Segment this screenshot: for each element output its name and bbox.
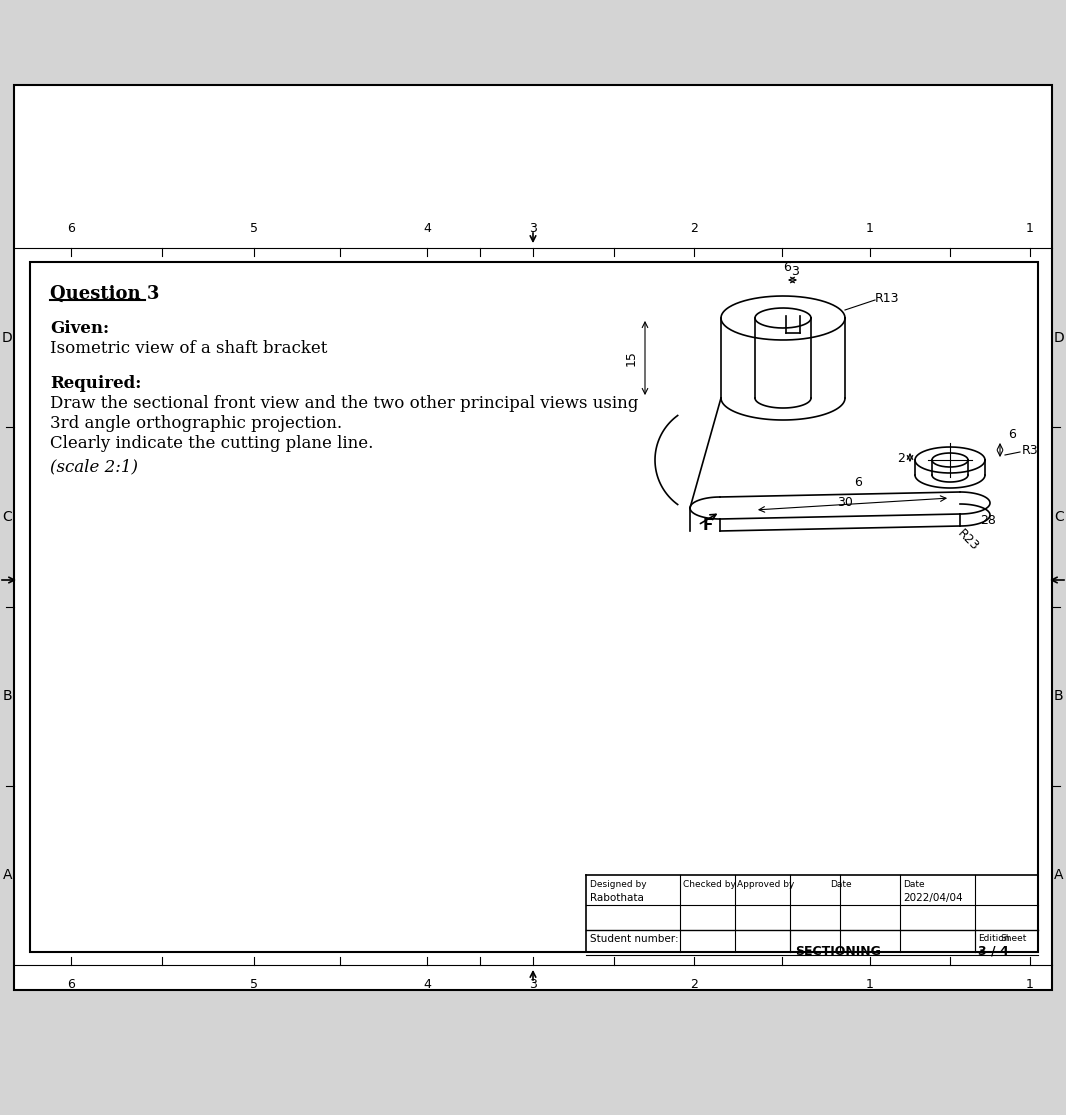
Text: B: B (1054, 689, 1064, 704)
Text: 6: 6 (784, 261, 791, 274)
Text: (scale 2:1): (scale 2:1) (50, 458, 138, 475)
Text: Date: Date (903, 880, 924, 889)
Text: Isometric view of a shaft bracket: Isometric view of a shaft bracket (50, 340, 327, 357)
Text: SECTIONING: SECTIONING (795, 946, 881, 958)
Text: Required:: Required: (50, 375, 142, 392)
Polygon shape (14, 85, 1052, 990)
Text: Student number:: Student number: (589, 934, 679, 944)
Text: 6: 6 (67, 978, 75, 991)
Text: 2: 2 (690, 222, 698, 235)
Text: 1: 1 (866, 978, 874, 991)
Text: R3: R3 (1022, 444, 1038, 456)
Text: 2: 2 (690, 978, 698, 991)
Text: D: D (1, 331, 12, 345)
Text: Question 3: Question 3 (50, 285, 160, 303)
Text: 1: 1 (1027, 978, 1034, 991)
Text: A: A (1054, 869, 1064, 882)
Text: 4: 4 (423, 978, 431, 991)
Text: 3: 3 (791, 265, 798, 278)
Text: Approved by: Approved by (737, 880, 794, 889)
Text: Sheet: Sheet (1000, 934, 1027, 943)
Text: B: B (2, 689, 12, 704)
Text: 6: 6 (67, 222, 75, 235)
Text: 5: 5 (251, 978, 258, 991)
Text: Checked by: Checked by (683, 880, 736, 889)
Text: A: A (2, 869, 12, 882)
Text: Designed by: Designed by (589, 880, 647, 889)
Text: 2: 2 (898, 452, 905, 465)
Text: 2022/04/04: 2022/04/04 (903, 893, 963, 903)
Text: Edition: Edition (978, 934, 1010, 943)
Text: C: C (1054, 510, 1064, 524)
Text: 1: 1 (1027, 222, 1034, 235)
Text: Rabothata: Rabothata (589, 893, 644, 903)
Text: Given:: Given: (50, 320, 109, 337)
Text: R23: R23 (955, 526, 982, 553)
Text: 4: 4 (423, 222, 431, 235)
Text: 3rd angle orthographic projection.: 3rd angle orthographic projection. (50, 415, 342, 432)
Text: 15: 15 (625, 350, 637, 366)
Text: F: F (702, 517, 713, 533)
Text: 6: 6 (854, 476, 862, 489)
Text: 30: 30 (837, 496, 853, 510)
Text: 5: 5 (251, 222, 258, 235)
Text: 3: 3 (529, 222, 537, 235)
Text: Date: Date (830, 880, 852, 889)
Text: 6: 6 (1008, 427, 1016, 440)
Text: Draw the sectional front view and the two other principal views using: Draw the sectional front view and the tw… (50, 395, 639, 413)
Text: 3 / 4: 3 / 4 (978, 946, 1008, 958)
Text: 1: 1 (866, 222, 874, 235)
Text: D: D (1054, 331, 1065, 345)
Text: 3: 3 (529, 978, 537, 991)
Text: 28: 28 (980, 514, 996, 526)
Text: C: C (2, 510, 12, 524)
Text: R13: R13 (875, 291, 900, 304)
Text: Clearly indicate the cutting plane line.: Clearly indicate the cutting plane line. (50, 435, 373, 452)
